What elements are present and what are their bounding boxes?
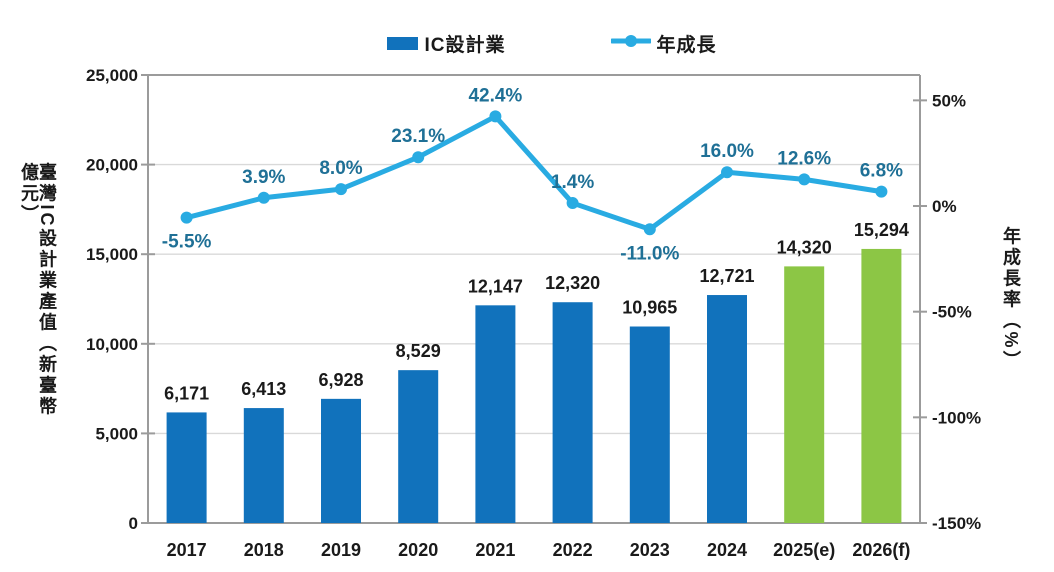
bar-value-label-2026(f): 15,294 xyxy=(854,220,909,240)
growth-point-2022 xyxy=(566,197,579,210)
bar-value-label-2023: 10,965 xyxy=(622,298,677,318)
bar-series-swatch-icon xyxy=(387,37,419,50)
bar-2021 xyxy=(475,305,516,523)
legend-item-ic-design: IC設計業 xyxy=(387,30,505,57)
left-axis-tick-label: 15,000 xyxy=(86,245,138,264)
right-axis-tick-label: -100% xyxy=(932,408,981,427)
growth-value-label-2022: 1.4% xyxy=(551,172,594,193)
bar-2025(e) xyxy=(784,266,825,523)
bar-value-label-2021: 12,147 xyxy=(468,276,523,296)
x-axis-label-2026(f): 2026(f) xyxy=(852,540,910,560)
x-axis-label-2021: 2021 xyxy=(475,540,515,560)
left-axis-tick-label: 20,000 xyxy=(86,156,138,175)
growth-value-label-2019: 8.0% xyxy=(319,158,362,179)
bar-2022 xyxy=(552,302,593,523)
right-axis-tick-label: -150% xyxy=(932,514,981,533)
growth-point-2018 xyxy=(257,191,270,204)
bar-value-label-2018: 6,413 xyxy=(241,379,286,399)
growth-point-2021 xyxy=(489,110,502,123)
bar-value-label-2024: 12,721 xyxy=(699,266,754,286)
growth-point-2024 xyxy=(721,166,733,179)
growth-point-2026(f) xyxy=(875,185,888,198)
bar-2019 xyxy=(321,398,361,523)
growth-point-2020 xyxy=(412,151,425,164)
growth-line xyxy=(184,113,884,232)
x-axis-label-2020: 2020 xyxy=(398,540,438,560)
bar-2023 xyxy=(629,326,670,523)
growth-value-label-2024: 16.0% xyxy=(700,141,754,162)
right-axis-title: 年成長率（%） xyxy=(1001,226,1021,372)
x-axis-label-2019: 2019 xyxy=(321,540,361,560)
x-axis-label-2023: 2023 xyxy=(630,540,670,560)
left-axis-tick-label: 5,000 xyxy=(95,424,138,443)
bar-value-label-2020: 8,529 xyxy=(396,341,441,361)
left-axis-title: 臺灣IC設計業產值（新臺幣億元） xyxy=(19,162,57,418)
x-axis-label-2022: 2022 xyxy=(553,540,593,560)
x-axis-label-2018: 2018 xyxy=(244,540,284,560)
growth-point-2023 xyxy=(643,223,656,236)
right-axis-tick-label: 0% xyxy=(932,197,957,216)
growth-value-label-2020: 23.1% xyxy=(391,126,445,147)
bar-2018 xyxy=(243,408,284,523)
legend-label-line-series: 年成長 xyxy=(656,35,717,56)
chart-legend: IC設計業 年成長 xyxy=(25,30,1054,57)
growth-value-label-2018: 3.9% xyxy=(242,167,285,188)
bar-2024 xyxy=(707,295,747,523)
right-axis-tick-label: -50% xyxy=(932,303,972,322)
legend-item-annual-growth: 年成長 xyxy=(609,30,717,57)
growth-value-label-2026(f): 6.8% xyxy=(860,161,903,182)
bar-value-label-2025(e): 14,320 xyxy=(777,237,832,257)
bar-value-label-2019: 6,928 xyxy=(318,370,363,390)
growth-value-label-2021: 42.4% xyxy=(468,85,522,106)
left-axis-tick-label: 0 xyxy=(129,514,138,533)
left-axis-tick-label: 25,000 xyxy=(86,66,138,85)
growth-point-2019 xyxy=(335,183,347,196)
growth-point-2017 xyxy=(180,211,193,224)
x-axis-label-2025(e): 2025(e) xyxy=(773,540,835,560)
legend-label-bar-series: IC設計業 xyxy=(424,35,506,56)
bar-value-label-2022: 12,320 xyxy=(545,273,600,293)
bar-2020 xyxy=(398,370,439,523)
growth-value-label-2025(e): 12.6% xyxy=(777,148,831,169)
growth-point-2025(e) xyxy=(798,173,811,186)
right-axis-tick-label: 50% xyxy=(932,91,966,110)
left-axis-tick-label: 10,000 xyxy=(86,335,138,354)
x-axis-label-2017: 2017 xyxy=(167,540,207,560)
bar-value-label-2017: 6,171 xyxy=(164,383,209,403)
growth-value-label-2017: -5.5% xyxy=(162,232,212,253)
bar-2026(f) xyxy=(861,248,902,523)
growth-value-label-2023: -11.0% xyxy=(620,243,679,264)
x-axis-label-2024: 2024 xyxy=(707,540,747,560)
line-series-marker-icon xyxy=(609,34,652,53)
bar-2017 xyxy=(166,412,207,523)
